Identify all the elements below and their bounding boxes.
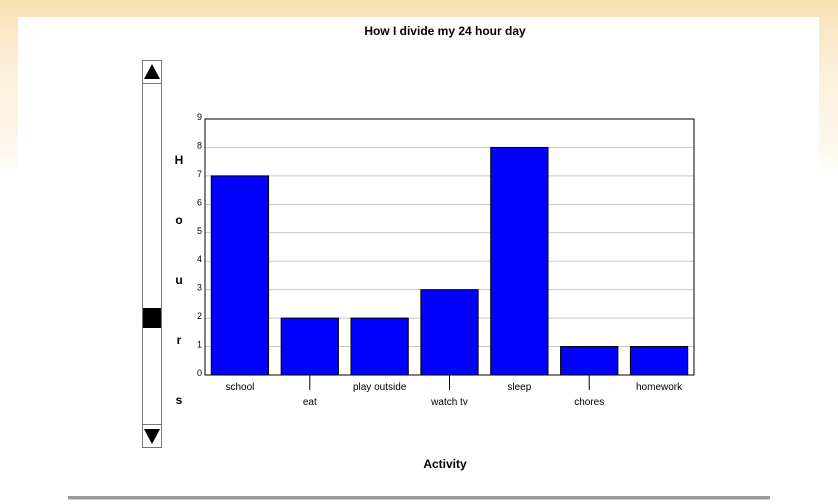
- bar: [490, 146, 549, 376]
- x-tick-label: chores: [574, 397, 604, 408]
- y-axis-letter: H: [174, 153, 184, 167]
- bar: [629, 346, 689, 376]
- y-tick-label: 2: [197, 311, 202, 321]
- x-tick-label: homework: [636, 382, 683, 393]
- scroll-thumb[interactable]: [143, 308, 161, 328]
- y-axis-letter: s: [175, 393, 183, 407]
- bar: [210, 175, 270, 376]
- scroll-up-button[interactable]: [143, 61, 161, 84]
- y-tick-label: 9: [197, 112, 202, 122]
- chart-title: How I divide my 24 hour day: [364, 24, 526, 38]
- y-tick-label: 7: [197, 169, 202, 179]
- y-tick-label: 8: [197, 140, 202, 150]
- y-axis-letter: o: [175, 213, 183, 227]
- arrow-down-icon: [144, 429, 160, 444]
- divider: [68, 496, 770, 500]
- scroll-down-button[interactable]: [143, 424, 161, 447]
- x-tick-label: eat: [303, 397, 317, 408]
- bar: [560, 346, 619, 376]
- vertical-scrollbar[interactable]: [142, 60, 162, 448]
- y-tick-label: 3: [197, 283, 202, 293]
- x-tick-label: sleep: [507, 382, 531, 393]
- arrow-up-icon: [144, 64, 160, 79]
- x-tick-label: school: [225, 382, 254, 393]
- bar: [420, 289, 479, 376]
- x-axis-title: Activity: [423, 457, 467, 471]
- y-axis-letter: r: [176, 333, 182, 347]
- y-tick-label: 6: [197, 197, 202, 207]
- y-axis-title: H o u r s: [170, 130, 188, 430]
- bar: [350, 317, 409, 376]
- y-tick-label: 4: [197, 254, 202, 264]
- y-tick-label: 0: [197, 368, 202, 378]
- x-tick-label: play outside: [353, 382, 407, 393]
- y-axis-letter: u: [175, 273, 183, 287]
- bar: [280, 317, 339, 376]
- y-tick-label: 1: [197, 340, 202, 350]
- y-tick-label: 5: [197, 226, 202, 236]
- x-tick-label: watch tv: [430, 397, 468, 408]
